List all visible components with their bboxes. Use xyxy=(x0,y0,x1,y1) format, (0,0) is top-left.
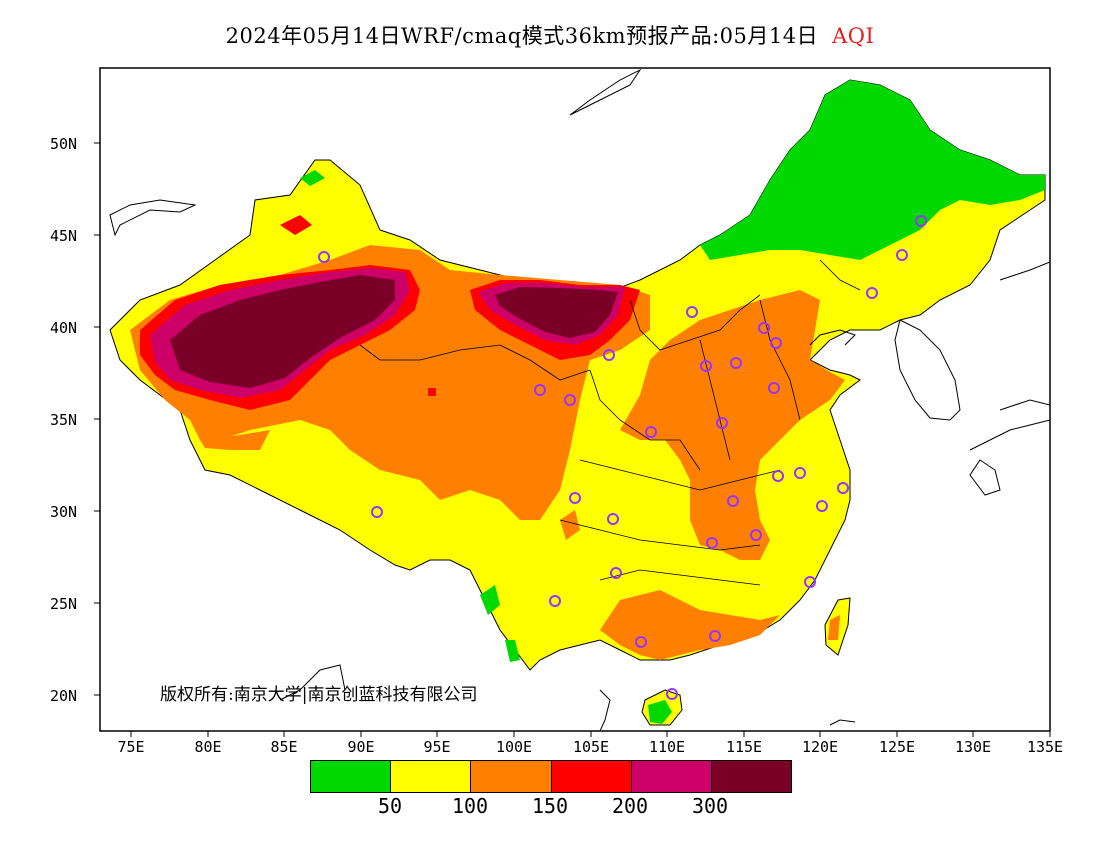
station-marker xyxy=(607,513,619,525)
legend-swatch xyxy=(471,761,552,792)
station-marker xyxy=(700,360,712,372)
station-marker xyxy=(866,287,878,299)
legend-swatch xyxy=(391,761,472,792)
x-tick-label: 135E xyxy=(1026,738,1064,756)
x-tick-label: 120E xyxy=(801,738,839,756)
legend-swatch xyxy=(711,761,792,792)
station-marker xyxy=(816,500,828,512)
station-marker xyxy=(645,426,657,438)
northeast-green xyxy=(700,80,1045,260)
x-tick-label: 130E xyxy=(954,738,992,756)
station-marker xyxy=(706,537,718,549)
legend-label: 50 xyxy=(377,794,403,818)
x-tick-label: 125E xyxy=(878,738,916,756)
x-tick-label: 90E xyxy=(347,738,375,756)
y-tick-label: 45N xyxy=(50,227,78,245)
y-tick-label: 25N xyxy=(50,595,78,613)
station-marker xyxy=(569,492,581,504)
station-marker xyxy=(709,630,721,642)
station-marker xyxy=(768,382,780,394)
station-marker xyxy=(915,215,927,227)
x-tick-label: 75E xyxy=(117,738,145,756)
axis-ticks xyxy=(94,142,1051,737)
x-tick-label: 85E xyxy=(270,738,298,756)
legend-swatch xyxy=(551,761,632,792)
station-marker xyxy=(534,384,546,396)
station-markers xyxy=(318,215,927,700)
x-tick-label: 100E xyxy=(495,738,533,756)
station-marker xyxy=(371,506,383,518)
y-tick-label: 50N xyxy=(50,135,78,153)
station-marker xyxy=(716,417,728,429)
x-tick-label: 80E xyxy=(194,738,222,756)
x-tick-label: 110E xyxy=(648,738,686,756)
station-marker xyxy=(666,688,678,700)
station-marker xyxy=(603,349,615,361)
station-marker xyxy=(770,337,782,349)
station-marker xyxy=(730,357,742,369)
station-marker xyxy=(686,306,698,318)
station-marker xyxy=(896,249,908,261)
station-marker xyxy=(794,467,806,479)
legend-label: 100 xyxy=(451,794,489,818)
legend-swatch xyxy=(311,761,392,792)
station-marker xyxy=(610,567,622,579)
station-marker xyxy=(318,251,330,263)
legend-label: 150 xyxy=(531,794,569,818)
y-tick-label: 20N xyxy=(50,687,78,705)
title-main: 2024年05月14日WRF/cmaq模式36km预报产品:05月14日 xyxy=(225,24,819,48)
y-tick-label: 35N xyxy=(50,411,78,429)
y-tick-label: 40N xyxy=(50,319,78,337)
station-marker xyxy=(750,529,762,541)
legend-label: 200 xyxy=(611,794,649,818)
x-tick-label: 105E xyxy=(572,738,610,756)
station-marker xyxy=(772,470,784,482)
station-marker xyxy=(758,322,770,334)
tarim-hazardous xyxy=(170,275,395,388)
legend-swatch xyxy=(631,761,712,792)
station-marker xyxy=(549,595,561,607)
color-legend xyxy=(310,760,792,793)
station-marker xyxy=(837,482,849,494)
station-marker xyxy=(727,495,739,507)
neighbor-coastlines xyxy=(109,68,1050,731)
station-marker xyxy=(804,576,816,588)
station-marker xyxy=(564,394,576,406)
copyright-notice: 版权所有:南京大学|南京创蓝科技有限公司 xyxy=(160,685,478,705)
title-variable: AQI xyxy=(832,24,875,48)
x-tick-label: 115E xyxy=(725,738,763,756)
legend-label: 300 xyxy=(691,794,729,818)
x-tick-label: 95E xyxy=(423,738,451,756)
station-marker xyxy=(635,636,647,648)
province-borders xyxy=(359,259,861,586)
map-title: 2024年05月14日WRF/cmaq模式36km预报产品:05月14日 AQI xyxy=(0,20,1100,50)
y-tick-label: 30N xyxy=(50,503,78,521)
